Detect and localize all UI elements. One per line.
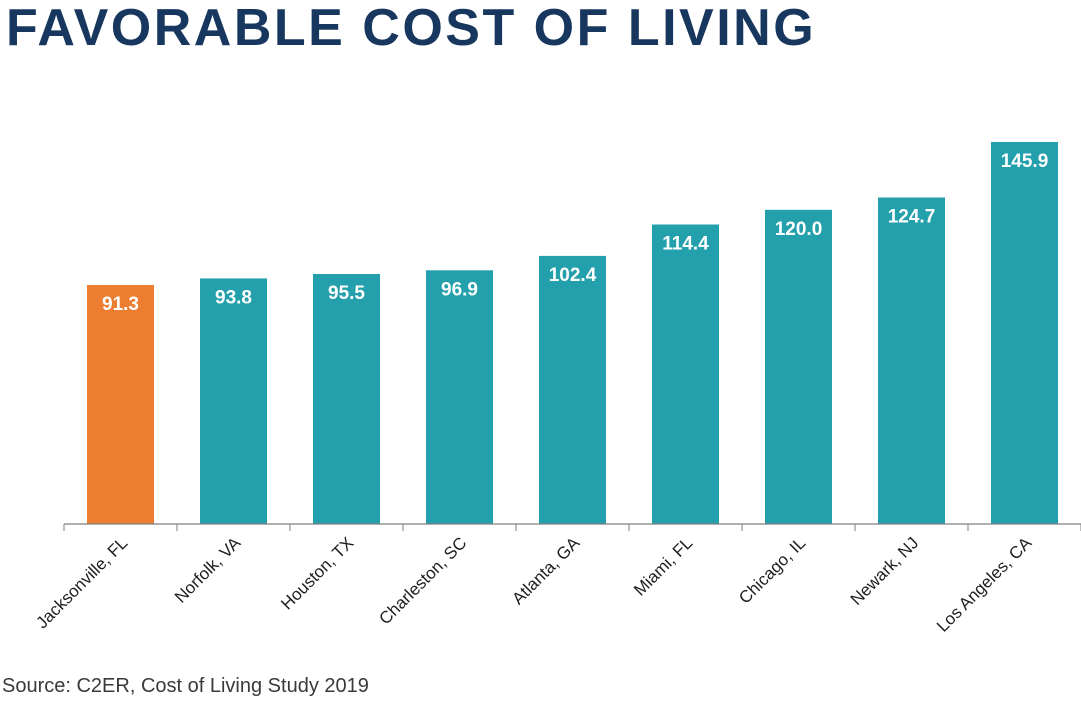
page-title: FAVORABLE COST OF LIVING bbox=[6, 0, 817, 57]
bar-value-label: 91.3 bbox=[102, 294, 139, 315]
bar-value-label: 124.7 bbox=[888, 207, 936, 228]
bar bbox=[200, 278, 267, 524]
category-tick-label: Newark, NJ bbox=[847, 533, 923, 609]
value-labels-layer: 91.3 93.8 95.5 96.9 102.4 114.4 120.0 124.7 145.… bbox=[102, 151, 1048, 315]
category-tick-label: Chicago, IL bbox=[735, 533, 809, 607]
category-tick-label: Norfolk, VA bbox=[171, 533, 245, 607]
x-axis-ticks-layer bbox=[63, 524, 1081, 531]
bars-layer bbox=[87, 142, 1058, 525]
bar bbox=[878, 197, 945, 524]
bar-value-label: 93.8 bbox=[215, 287, 252, 308]
bar-value-label: 120.0 bbox=[775, 219, 823, 240]
category-tick-label: Charleston, SC bbox=[375, 533, 470, 628]
bar bbox=[991, 142, 1058, 524]
bar bbox=[765, 209, 832, 525]
source-note: Source: C2ER, Cost of Living Study 2019 bbox=[2, 675, 369, 697]
bar bbox=[652, 224, 719, 524]
bar-value-label: 145.9 bbox=[1001, 151, 1049, 172]
bar bbox=[313, 274, 380, 524]
category-tick-label: Miami, FL bbox=[630, 533, 696, 599]
category-tick-label: Jacksonville, FL bbox=[32, 533, 131, 632]
bar bbox=[426, 270, 493, 524]
bar-value-label: 96.9 bbox=[441, 279, 478, 300]
bar-value-label: 102.4 bbox=[549, 265, 597, 286]
category-tick-label: Atlanta, GA bbox=[508, 533, 583, 608]
bar bbox=[87, 285, 154, 524]
bar-value-label: 114.4 bbox=[662, 234, 709, 255]
category-tick-label: Houston, TX bbox=[277, 533, 357, 613]
category-tick-label: Los Angeles, CA bbox=[933, 533, 1036, 636]
category-labels-layer: Jacksonville, FL Norfolk, VA Houston, TX Ch… bbox=[32, 533, 1035, 636]
bar bbox=[539, 255, 606, 524]
bar-value-label: 95.5 bbox=[328, 283, 365, 304]
